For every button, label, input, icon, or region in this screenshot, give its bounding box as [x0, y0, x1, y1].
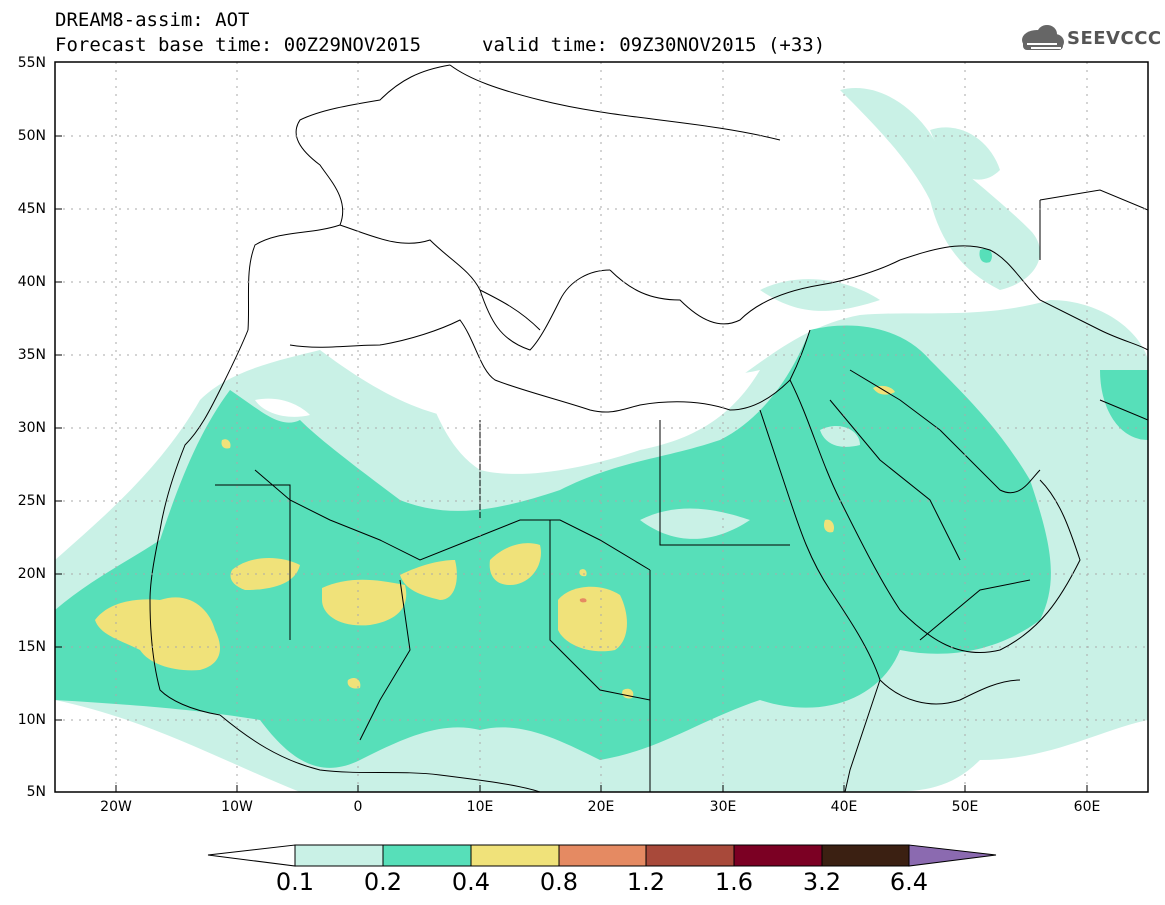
colorbar-label: 0.8: [539, 868, 579, 896]
lat-label: 5N: [26, 784, 46, 800]
colorbar-label: 1.6: [714, 868, 754, 896]
lon-label: 20E: [587, 799, 615, 815]
colorbar-label: 6.4: [889, 868, 929, 896]
aot-contour-0.8: [579, 598, 587, 603]
lon-label: 10E: [466, 799, 494, 815]
colorbar-segment-5: [645, 844, 735, 867]
colorbar-label: 3.2: [802, 868, 842, 896]
lat-label: 25N: [17, 493, 46, 509]
lat-label: 40N: [17, 274, 46, 290]
lon-label: 20W: [100, 799, 132, 815]
colorbar-segment-2: [382, 844, 472, 867]
lon-label: 40E: [830, 799, 858, 815]
lat-label: 50N: [17, 128, 46, 144]
lon-label: 50E: [951, 799, 979, 815]
colorbar-label: 0.4: [451, 868, 491, 896]
lon-label: 60E: [1073, 799, 1101, 815]
logo-text: SEEVCCC: [1067, 28, 1162, 49]
axis-ticks: [55, 135, 1088, 792]
colorbar-segment-7: [821, 844, 910, 867]
lon-label: 0: [353, 799, 363, 815]
lon-label: 30E: [709, 799, 737, 815]
colorbar-segment-1: [294, 844, 384, 867]
colorbar-segment-3: [470, 844, 560, 867]
aot-contour-0.2: [55, 248, 1148, 768]
aot-contour-0.4: [95, 385, 895, 699]
colorbar-segment-4: [558, 844, 647, 867]
lat-label: 20N: [17, 566, 46, 582]
colorbar-segment-below: [207, 844, 296, 867]
aot-clear-area: [255, 370, 760, 474]
colorbar: [207, 844, 997, 867]
colorbar-segment-above: [908, 844, 997, 867]
colorbar-label: 0.1: [275, 868, 315, 896]
colorbar-segment-6: [733, 844, 823, 867]
lat-label: 35N: [17, 347, 46, 363]
gridlines: [55, 62, 1148, 792]
lon-label: 10W: [221, 799, 253, 815]
colorbar-label: 1.2: [626, 868, 666, 896]
lat-label: 15N: [17, 639, 46, 655]
seevccc-logo: [1022, 25, 1064, 50]
coastlines: [149, 64, 1148, 792]
valid-time: valid time: 09Z30NOV2015 (+33): [482, 34, 826, 56]
forecast-base-time: Forecast base time: 00Z29NOV2015: [55, 34, 422, 56]
lat-label: 10N: [17, 712, 46, 728]
colorbar-label: 0.2: [363, 868, 403, 896]
lat-label: 45N: [17, 201, 46, 217]
lat-label: 30N: [17, 420, 46, 436]
lat-label: 55N: [17, 55, 46, 71]
chart-title: DREAM8-assim: AOT: [55, 9, 250, 31]
